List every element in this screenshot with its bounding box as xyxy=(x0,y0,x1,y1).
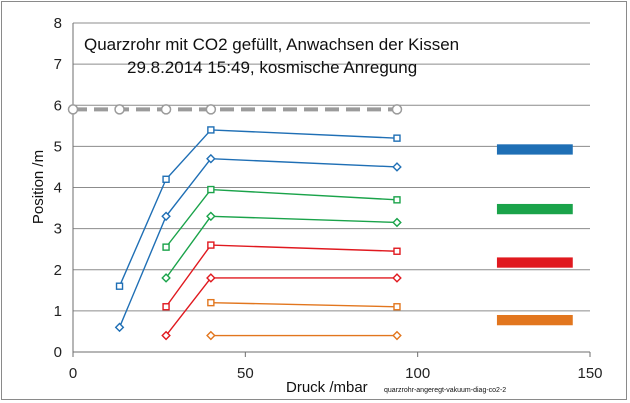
color-bars xyxy=(496,144,573,326)
chart-subtitle: 29.8.2014 15:49, kosmische Anregung xyxy=(127,58,417,77)
data-point xyxy=(162,303,170,311)
x-tick-label: 0 xyxy=(69,365,77,382)
data-point xyxy=(206,211,216,222)
axes xyxy=(72,23,591,357)
y-axis-label: Position /m xyxy=(30,150,47,224)
color-bar xyxy=(496,314,573,326)
data-point xyxy=(207,126,215,134)
data-point xyxy=(206,330,216,341)
data-point xyxy=(392,162,402,172)
x-tick-label: 50 xyxy=(237,365,254,382)
color-bar xyxy=(496,203,573,215)
data-point xyxy=(392,273,402,283)
data-point xyxy=(67,104,79,115)
data-point xyxy=(393,134,401,142)
data-point xyxy=(114,322,125,333)
data-point xyxy=(162,243,170,251)
data-point xyxy=(391,104,403,115)
data-point xyxy=(161,330,171,341)
data-point xyxy=(160,104,172,115)
data-point xyxy=(161,211,171,222)
series-line xyxy=(118,157,398,328)
color-bar xyxy=(496,144,573,155)
series-line xyxy=(165,277,397,336)
data-point xyxy=(162,175,170,183)
data-point xyxy=(161,273,171,283)
y-tick-label: 0 xyxy=(54,344,62,361)
data-point xyxy=(206,273,216,283)
series-line xyxy=(118,129,398,287)
x-tick-label: 150 xyxy=(577,365,602,382)
data-point xyxy=(392,330,402,341)
data-point xyxy=(393,247,401,255)
y-tick-label: 4 xyxy=(54,180,62,197)
data-point xyxy=(207,241,215,249)
series xyxy=(67,104,403,341)
data-point xyxy=(115,282,124,290)
chart-footnote: quarzrohr-angeregt-vakuum-diag-co2-2 xyxy=(384,387,506,394)
data-point xyxy=(393,303,401,311)
data-point xyxy=(207,298,215,307)
y-tick-label: 5 xyxy=(54,138,62,155)
data-point xyxy=(206,153,216,164)
data-point xyxy=(392,217,402,228)
gridlines xyxy=(73,22,590,312)
y-tick-label: 2 xyxy=(54,262,62,279)
x-tick-label: 100 xyxy=(405,365,430,382)
data-point xyxy=(393,196,401,204)
series-line xyxy=(210,301,398,308)
y-tick-label: 3 xyxy=(54,221,62,238)
series-line xyxy=(165,244,398,308)
y-tick-label: 6 xyxy=(54,97,62,114)
data-point xyxy=(114,104,125,115)
y-tick-label: 1 xyxy=(54,303,62,320)
tick-labels: 0 1 2 3 4 5 6 7 8 0 50 100 150 xyxy=(54,15,603,382)
y-tick-label: 8 xyxy=(54,15,62,32)
data-point xyxy=(205,104,217,115)
y-tick-label: 7 xyxy=(54,56,62,73)
chart-title: Quarzrohr mit CO2 gefüllt, Anwachsen der… xyxy=(84,35,459,54)
color-bar xyxy=(496,257,573,268)
data-point xyxy=(207,185,215,194)
x-axis-label: Druck /mbar xyxy=(286,379,368,396)
